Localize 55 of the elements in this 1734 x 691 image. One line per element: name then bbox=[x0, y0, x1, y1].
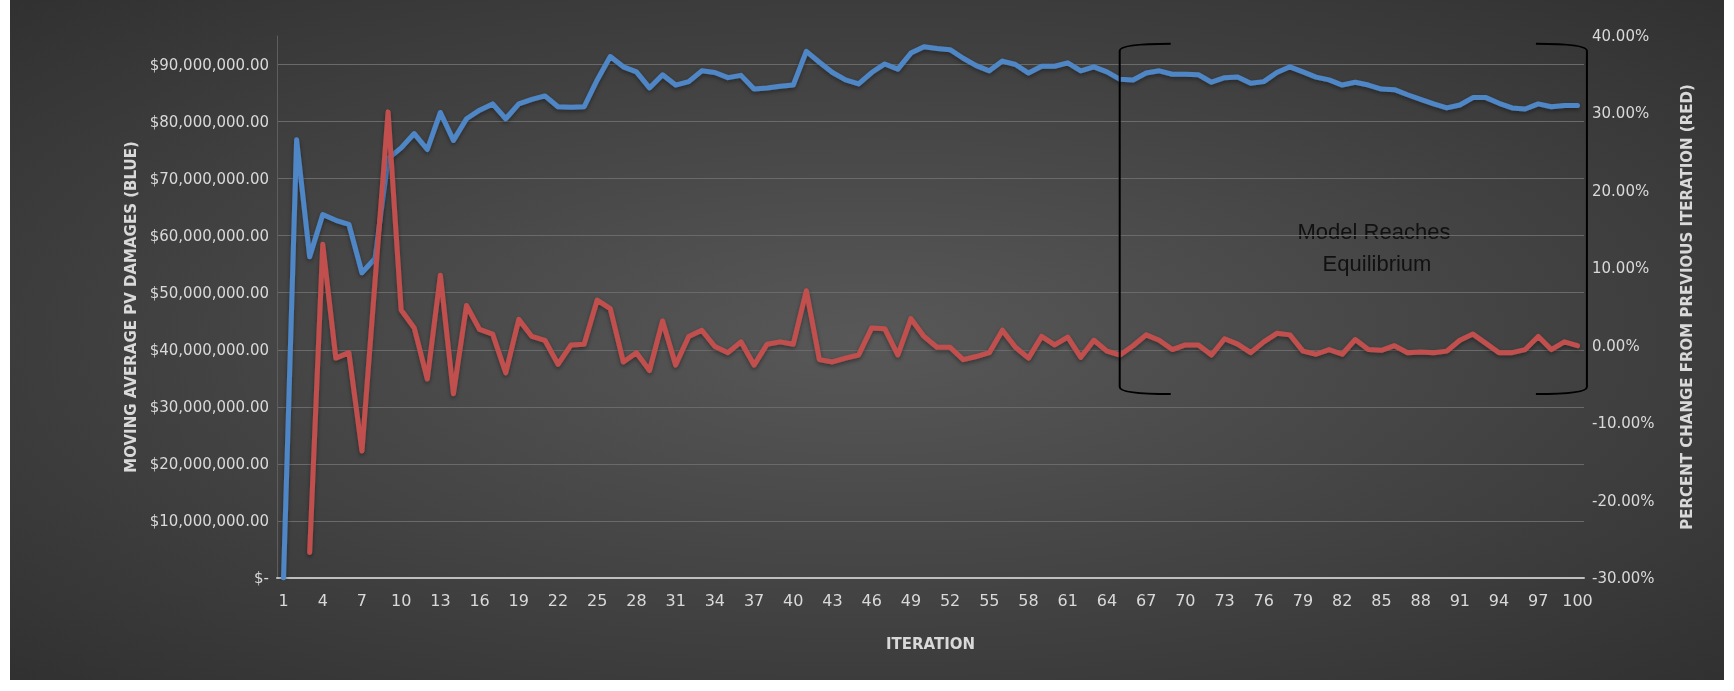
y2-axis-title: PERCENT CHANGE FROM PREVIOUS ITERATION (RED) bbox=[1677, 84, 1696, 530]
x-tick-label: 13 bbox=[430, 590, 451, 610]
x-tick-label: 61 bbox=[1057, 590, 1078, 610]
x-tick-label: 73 bbox=[1214, 590, 1235, 610]
y2-tick-label: 30.00% bbox=[1592, 104, 1650, 123]
x-tick-label: 100 bbox=[1562, 590, 1593, 610]
x-tick-label: 46 bbox=[861, 590, 882, 610]
y2-tick-label: 40.00% bbox=[1592, 27, 1650, 45]
x-tick-label: 37 bbox=[743, 590, 765, 610]
y2-tick-label: -20.00% bbox=[1592, 491, 1655, 510]
y-tick-label: $70,000,000.00 bbox=[149, 169, 269, 188]
x-tick-label: 43 bbox=[822, 590, 843, 610]
x-tick-label: 82 bbox=[1332, 590, 1353, 610]
x-tick-label: 88 bbox=[1410, 590, 1431, 610]
x-tick-label: 49 bbox=[900, 590, 922, 610]
x-tick-label: 91 bbox=[1449, 590, 1471, 610]
x-tick-label: 85 bbox=[1371, 590, 1392, 610]
x-tick-label: 67 bbox=[1135, 590, 1157, 610]
x-tick-label: 25 bbox=[587, 590, 608, 610]
y2-tick-label: -30.00% bbox=[1592, 569, 1655, 587]
y-tick-label: $20,000,000.00 bbox=[149, 454, 269, 473]
x-tick-label: 16 bbox=[469, 590, 490, 610]
x-tick-label: 58 bbox=[1018, 590, 1039, 610]
y-tick-label: $60,000,000.00 bbox=[149, 226, 269, 245]
y2-tick-label: 20.00% bbox=[1592, 181, 1650, 200]
x-tick-label: 22 bbox=[547, 590, 569, 610]
x-tick-label: 70 bbox=[1175, 590, 1196, 610]
y-tick-label: $30,000,000.00 bbox=[149, 397, 269, 416]
y-tick-label: $80,000,000.00 bbox=[149, 112, 269, 131]
x-tick-label: 52 bbox=[939, 590, 961, 610]
y-tick-label: $50,000,000.00 bbox=[149, 283, 269, 302]
y2-tick-label: -10.00% bbox=[1592, 414, 1655, 433]
y-tick-label: $10,000,000.00 bbox=[149, 511, 269, 530]
x-axis-title: ITERATION bbox=[885, 634, 976, 653]
y-tick-label: $40,000,000.00 bbox=[149, 340, 269, 359]
x-tick-label: 1 bbox=[278, 590, 289, 610]
x-tick-label: 97 bbox=[1528, 590, 1549, 610]
y2-tick-label: 10.00% bbox=[1592, 259, 1650, 278]
x-tick-label: 79 bbox=[1292, 590, 1314, 610]
x-tick-label: 64 bbox=[1096, 590, 1118, 610]
x-tick-label: 76 bbox=[1253, 590, 1274, 610]
x-tick-label: 7 bbox=[356, 590, 368, 610]
x-tick-label: 31 bbox=[665, 590, 686, 610]
x-tick-label: 28 bbox=[626, 590, 647, 610]
x-tick-label: 34 bbox=[704, 590, 726, 610]
y-tick-label: $- bbox=[254, 569, 269, 587]
x-tick-label: 40 bbox=[783, 590, 804, 610]
x-tick-label: 19 bbox=[508, 590, 529, 610]
x-tick-label: 10 bbox=[390, 590, 412, 610]
y2-tick-label: 0.00% bbox=[1592, 336, 1640, 355]
y-axis-title: MOVING AVERAGE PV DAMAGES (BLUE) bbox=[122, 141, 141, 473]
x-tick-label: 55 bbox=[979, 590, 1000, 610]
x-tick-label: 94 bbox=[1488, 590, 1510, 610]
y-tick-label: $90,000,000.00 bbox=[149, 55, 269, 74]
x-tick-label: 4 bbox=[317, 590, 328, 610]
